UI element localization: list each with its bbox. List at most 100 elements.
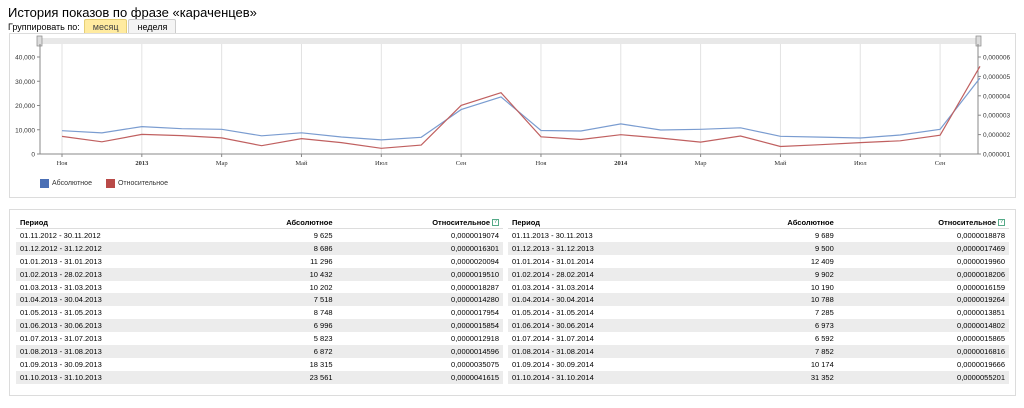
line-chart[interactable]: 0 10,000 20,000 30,000 40,000 0,000001 0,00000… <box>10 34 1015 197</box>
y-right-tick-label: 0,000001 <box>983 152 1010 159</box>
cell-period: 01.01.2013 - 31.01.2013 <box>20 256 102 266</box>
cell-period: 01.08.2014 - 31.08.2014 <box>508 345 714 358</box>
table-row: 01.02.2013 - 28.02.2013 10 432 0,000001951… <box>16 267 503 281</box>
cell-relative: 0,0000019510 <box>336 267 503 281</box>
data-table-right: Период Абсолютное Относительное? 01.11.2… <box>508 216 1009 384</box>
x-tick-label: Сен <box>935 160 946 167</box>
cell-period: 01.12.2012 - 31.12.2012 <box>16 241 216 255</box>
table-row: 01.12.2013 - 31.12.2013 9 500 0,0000017469 <box>508 241 1009 255</box>
legend-item-absolute[interactable]: Абсолютное <box>40 179 92 188</box>
cell-period: 01.11.2012 - 30.11.2012 <box>20 230 101 240</box>
table-row: 01.12.2012 - 31.12.2012 8 686 0,0000016301 <box>16 241 503 255</box>
cell-period: 01.07.2013 - 31.07.2013 <box>20 334 102 344</box>
x-tick-label: Май <box>774 160 787 167</box>
cell-absolute: 8 686 <box>215 241 337 255</box>
cell-relative: 0,0000019264 <box>837 293 1009 307</box>
cell-absolute: 6 996 <box>215 319 337 333</box>
x-tick-label: Июл <box>375 160 388 167</box>
table-row: 01.08.2014 - 31.08.2014 7 852 0,0000016816 <box>508 345 1009 358</box>
cell-absolute: 31 352 <box>713 370 838 384</box>
y-left-tick-label: 0 <box>31 152 35 159</box>
legend-label-relative: Относительное <box>117 180 168 187</box>
col-relative: Относительное? <box>837 216 1009 229</box>
series-line-absolute[interactable] <box>61 77 981 141</box>
col-relative: Относительное? <box>336 216 503 229</box>
cell-relative: 0,0000018206 <box>837 267 1009 281</box>
data-table-panel: Период Абсолютное Относительное? 01.11.2… <box>9 209 1016 396</box>
cell-period: 01.08.2013 - 31.08.2013 <box>16 345 216 358</box>
table-row: 01.05.2013 - 31.05.2013 8 748 0,0000017954 <box>16 306 503 319</box>
col-absolute: Абсолютное <box>215 216 337 229</box>
table-row: 01.11.2012 - 30.11.2012 9 625 0,0000019074 <box>16 229 503 242</box>
cell-relative: 0,0000017954 <box>451 308 499 318</box>
cell-period: 01.02.2014 - 28.02.2014 <box>508 267 714 281</box>
y-right-tick-label: 0,000002 <box>983 132 1010 139</box>
cell-relative: 0,0000019666 <box>957 359 1005 369</box>
cell-relative: 0,0000016816 <box>837 345 1009 358</box>
legend-item-relative[interactable]: Относительное <box>105 179 168 188</box>
table-row: 01.02.2014 - 28.02.2014 9 902 0,0000018206 <box>508 267 1009 281</box>
y-right-tick-label: 0,000003 <box>983 113 1010 120</box>
table-row: 01.09.2014 - 30.09.2014 10 174 0,000001966… <box>508 358 1009 371</box>
group-by-label: Группировать по: <box>8 22 80 32</box>
cell-absolute: 9 500 <box>713 241 838 255</box>
y-left-tick-label: 30,000 <box>15 79 35 86</box>
x-tick-label: Июл <box>854 160 867 167</box>
col-absolute: Абсолютное <box>713 216 838 229</box>
page-title: История показов по фразе «караченцев» <box>8 5 257 20</box>
cell-relative: 0,0000035075 <box>451 359 499 369</box>
cell-period: 01.01.2014 - 31.01.2014 <box>512 256 594 266</box>
cell-period: 01.11.2013 - 30.11.2013 <box>512 230 593 240</box>
cell-period: 01.03.2013 - 31.03.2013 <box>20 282 102 292</box>
cell-absolute: 7 852 <box>713 345 838 358</box>
table-row: 01.09.2013 - 30.09.2013 18 315 0,000003507… <box>16 358 503 371</box>
cell-absolute: 6 592 <box>815 334 834 344</box>
series-line-relative[interactable] <box>61 65 981 149</box>
cell-period: 01.07.2014 - 31.07.2014 <box>512 334 594 344</box>
cell-relative: 0,0000055201 <box>837 370 1009 384</box>
cell-period: 01.12.2013 - 31.12.2013 <box>508 241 714 255</box>
cell-relative: 0,0000018878 <box>957 230 1005 240</box>
cell-relative: 0,0000014596 <box>336 345 503 358</box>
x-tick-label: Май <box>295 160 308 167</box>
cell-period: 01.09.2013 - 30.09.2013 <box>20 359 102 369</box>
cell-absolute: 10 190 <box>810 282 834 292</box>
y-right-tick-label: 0,000004 <box>983 93 1010 100</box>
cell-relative: 0,0000019074 <box>451 230 499 240</box>
table-row: 01.10.2014 - 31.10.2014 31 352 0,000005520… <box>508 370 1009 384</box>
table-row: 01.03.2014 - 31.03.2014 10 190 0,000001615… <box>508 281 1009 294</box>
chart-panel: 0 10,000 20,000 30,000 40,000 0,000001 0,00000… <box>9 33 1016 198</box>
y-left-tick-label: 10,000 <box>15 127 35 134</box>
cell-absolute: 10 174 <box>810 359 834 369</box>
group-by-month-button[interactable]: месяц <box>83 19 128 35</box>
cell-absolute: 9 689 <box>815 230 834 240</box>
cell-relative: 0,0000019960 <box>957 256 1005 266</box>
info-icon[interactable]: ? <box>998 219 1005 227</box>
x-tick-label: 2013 <box>135 160 149 167</box>
data-table-left: Период Абсолютное Относительное? 01.11.2… <box>16 216 503 384</box>
range-selector[interactable] <box>40 38 978 44</box>
cell-absolute: 6 872 <box>215 345 337 358</box>
cell-period: 01.05.2014 - 31.05.2014 <box>512 308 594 318</box>
table-row: 01.01.2013 - 31.01.2013 11 296 0,000002009… <box>16 255 503 268</box>
legend-label-absolute: Абсолютное <box>52 180 92 187</box>
cell-absolute: 5 823 <box>313 334 333 344</box>
cell-period: 01.10.2014 - 31.10.2014 <box>508 370 714 384</box>
cell-period: 01.04.2014 - 30.04.2014 <box>508 293 714 307</box>
cell-relative: 0,0000014280 <box>336 293 503 307</box>
legend-swatch-absolute <box>40 179 49 188</box>
x-tick-label: Мар <box>216 160 228 167</box>
chart-legend: Абсолютное Относительное <box>40 179 182 188</box>
group-by-control: Группировать по: месяц неделя <box>8 19 177 35</box>
info-icon[interactable]: ? <box>492 219 499 227</box>
cell-period: 01.09.2014 - 30.09.2014 <box>512 359 594 369</box>
cell-absolute: 10 432 <box>215 267 337 281</box>
cell-absolute: 9 625 <box>313 230 333 240</box>
plot-area <box>40 43 978 154</box>
cell-absolute: 9 902 <box>713 267 838 281</box>
table-row: 01.07.2013 - 31.07.2013 5 823 0,0000012918 <box>16 332 503 345</box>
table-row: 01.08.2013 - 31.08.2013 6 872 0,0000014596 <box>16 345 503 358</box>
table-row: 01.01.2014 - 31.01.2014 12 409 0,000001996… <box>508 255 1009 268</box>
cell-period: 01.06.2013 - 30.06.2013 <box>16 319 216 333</box>
cell-period: 01.04.2013 - 30.04.2013 <box>16 293 216 307</box>
